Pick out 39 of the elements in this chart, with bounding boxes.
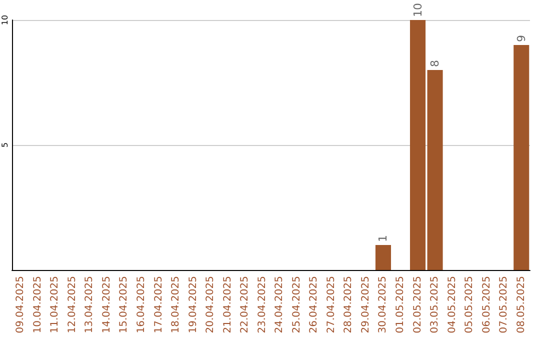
x-tick-label: 29.04.2025 (360, 276, 372, 334)
bar (375, 245, 392, 270)
data-label: 1 (376, 235, 390, 242)
x-tick-label: 04.05.2025 (446, 276, 458, 334)
x-tick-label: 07.05.2025 (498, 276, 510, 334)
x-tick-label: 09.04.2025 (15, 276, 26, 334)
x-tick-label: 08.05.2025 (516, 276, 527, 334)
data-label: 8 (428, 60, 442, 67)
x-tick-label: 02.05.2025 (412, 276, 424, 334)
x-tick-label: 24.04.2025 (274, 276, 286, 334)
x-tick-label: 20.04.2025 (205, 276, 216, 334)
x-tick-label: 25.04.2025 (291, 276, 302, 334)
x-tick-label: 05.05.2025 (464, 276, 476, 334)
bar (514, 45, 530, 270)
x-tick-label: 17.04.2025 (153, 276, 164, 334)
x-tick-label: 13.04.2025 (84, 276, 96, 334)
x-tick-label: 14.04.2025 (101, 276, 112, 334)
x-tick-label: 28.04.2025 (343, 276, 354, 334)
x-tick-label: 19.04.2025 (188, 276, 199, 334)
x-tick-label: 21.04.2025 (222, 276, 234, 334)
x-tick-label: 15.04.2025 (118, 276, 130, 334)
data-label: 10 (411, 3, 424, 17)
y-tick-label: 5 (0, 142, 10, 148)
x-tick-label: 30.04.2025 (378, 276, 389, 334)
x-tick-label: 23.04.2025 (256, 276, 268, 334)
x-tick-label: 26.04.2025 (308, 276, 320, 334)
x-tick-label: 01.05.2025 (395, 276, 406, 334)
x-tick-label: 22.04.2025 (240, 276, 251, 334)
bar (427, 70, 443, 270)
x-tick-label: 10.04.2025 (32, 276, 44, 334)
data-label: 9 (514, 35, 528, 42)
x-tick-label: 18.04.2025 (170, 276, 182, 334)
x-tick-label: 27.04.2025 (326, 276, 337, 334)
x-tick-label: 11.04.2025 (50, 276, 61, 334)
x-tick-label: 06.05.2025 (481, 276, 492, 334)
x-tick-label: 03.05.2025 (430, 276, 441, 334)
x-tick-label: 16.04.2025 (136, 276, 147, 334)
x-tick-label: 12.04.2025 (66, 276, 78, 334)
bar (410, 20, 426, 270)
